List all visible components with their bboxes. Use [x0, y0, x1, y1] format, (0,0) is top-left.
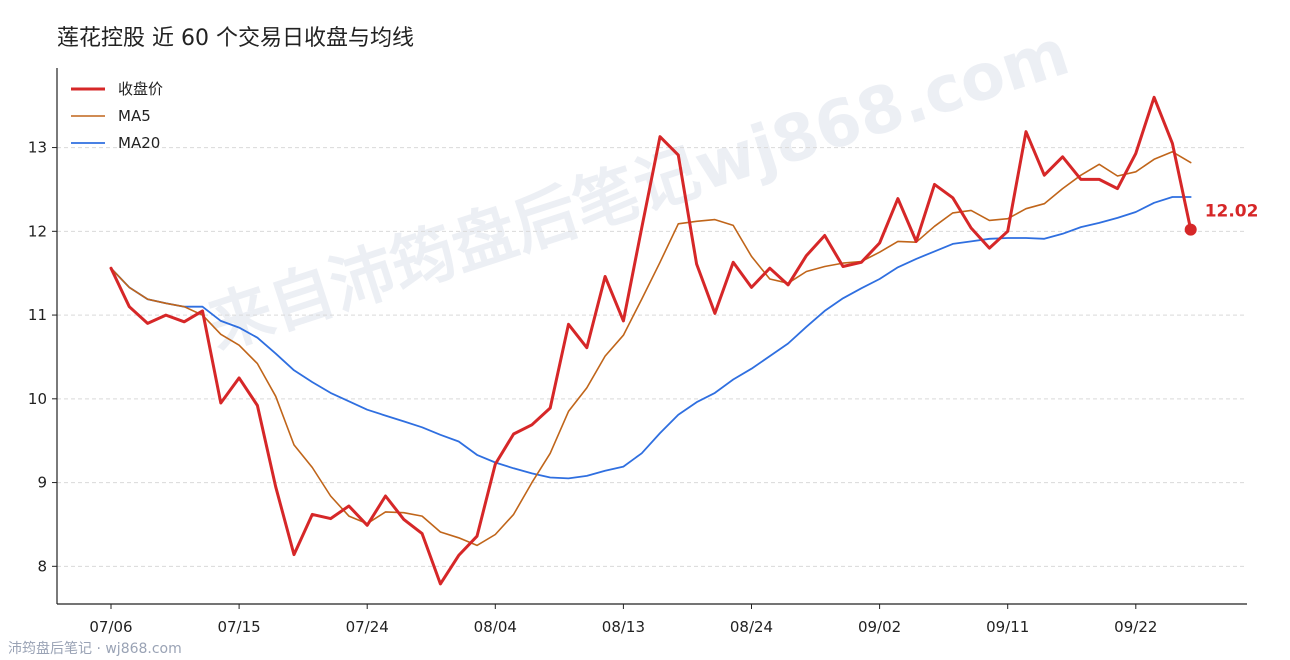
y-axis-ticks: 8 9 10 11 12 13 [28, 139, 57, 575]
y-tick-label-9: 9 [37, 474, 47, 492]
legend-label-MA5: MA5 [118, 107, 151, 125]
x-axis-ticks: 07/06 07/15 07/24 08/04 08/13 08/24 09/02 09/11… [89, 604, 1157, 636]
legend-label-MA20: MA20 [118, 134, 160, 152]
y-tick-label-10: 10 [28, 390, 47, 408]
footer-credit: 沛筠盘后笔记 · wj868.com [8, 641, 182, 657]
grid-lines [57, 147, 1247, 567]
y-tick-label-12: 12 [28, 222, 47, 240]
y-tick-label-11: 11 [28, 306, 47, 324]
x-tick-label-09/02: 09/02 [858, 618, 901, 636]
last-value-label: 12.02 [1205, 202, 1259, 222]
y-tick-label-8: 8 [37, 557, 47, 575]
x-tick-label-07/06: 07/06 [89, 618, 132, 636]
series-lines [109, 95, 1193, 586]
last-value-marker: 12.02 [1184, 202, 1259, 236]
last-value-dot [1184, 223, 1197, 236]
series-line-收盘价 [109, 95, 1193, 586]
x-tick-label-09/22: 09/22 [1114, 618, 1157, 636]
x-tick-label-08/13: 08/13 [602, 618, 645, 636]
series-line-MA20 [110, 196, 1192, 480]
x-tick-label-09/11: 09/11 [986, 618, 1029, 636]
chart-title: 莲花控股 近 60 个交易日收盘与均线 [57, 26, 414, 51]
x-tick-label-08/24: 08/24 [730, 618, 773, 636]
x-tick-label-08/04: 08/04 [474, 618, 517, 636]
axes [56, 68, 1247, 605]
y-tick-label-13: 13 [28, 139, 47, 157]
legend: 收盘价 MA5 MA20 [71, 80, 163, 152]
watermark: 来自沛筠盘后笔记wj868.com [199, 16, 1077, 364]
legend-label-收盘价: 收盘价 [118, 80, 163, 98]
x-tick-label-07/24: 07/24 [346, 618, 389, 636]
x-tick-label-07/15: 07/15 [217, 618, 260, 636]
